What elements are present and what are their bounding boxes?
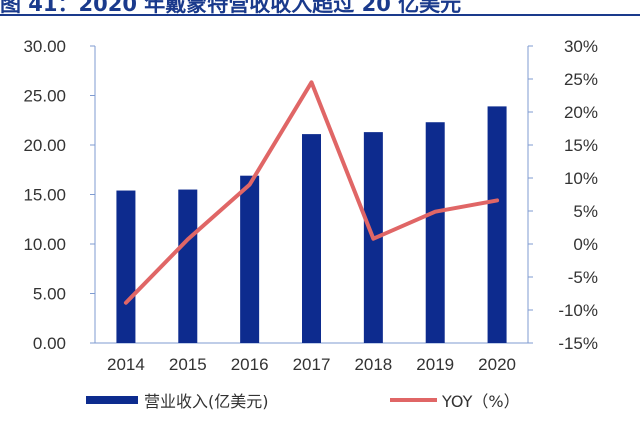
revenue-bar [178,189,198,343]
left-tick-label: 30.00 [23,37,66,56]
revenue-bar [116,190,136,343]
yoy-point [125,302,127,304]
revenue-bar [425,122,445,343]
right-tick-label: 25% [564,70,598,89]
x-tick-label: 2018 [354,355,392,374]
right-tick-label: -5% [568,268,598,287]
right-tick-label: -10% [558,301,598,320]
revenue-bar [487,106,507,343]
right-y-axis: -15% -10% -5% 0% 5% 10% 15% 20% 25% 30% [527,37,598,353]
x-tick-label: 2020 [478,355,516,374]
yoy-line [123,80,500,305]
legend-bar-label: 营业收入(亿美元) [144,392,269,411]
x-tick-label: 2019 [416,355,454,374]
legend-line-label: YOY（%） [441,392,520,411]
x-tick-label: 2016 [231,355,269,374]
right-tick-label: 30% [564,37,598,56]
title-underline [0,14,640,16]
left-y-axis: 0.00 5.00 10.00 15.00 20.00 25.00 30.00 [23,37,96,353]
right-tick-label: 0% [573,235,598,254]
legend-bar-swatch [86,396,138,404]
right-tick-label: 15% [564,136,598,155]
revenue-bar [240,175,260,343]
left-tick-label: 15.00 [23,186,66,205]
left-tick-label: 20.00 [23,136,66,155]
x-axis: 2014 2015 2016 2017 2018 2019 2020 [95,342,528,374]
right-tick-label: -15% [558,334,598,353]
yoy-point [496,199,498,201]
right-tick-label: 20% [564,103,598,122]
left-tick-label: 10.00 [23,235,66,254]
legend: 营业收入(亿美元) YOY（%） [86,392,520,411]
revenue-bars [116,106,507,343]
left-tick-label: 5.00 [33,285,66,304]
left-tick-label: 0.00 [33,334,66,353]
x-tick-label: 2015 [169,355,207,374]
right-tick-label: 5% [573,202,598,221]
yoy-point [249,184,251,186]
yoy-point [372,238,374,240]
left-tick-label: 25.00 [23,87,66,106]
x-tick-label: 2017 [293,355,331,374]
revenue-bar [302,134,321,343]
chart-title: 图 41：2020 年戴蒙特营收收入超过 20 亿美元 [0,0,462,16]
right-tick-label: 10% [564,169,598,188]
x-tick-label: 2014 [107,355,145,374]
yoy-point [434,211,436,213]
yoy-point [187,238,189,240]
yoy-point [311,81,312,83]
